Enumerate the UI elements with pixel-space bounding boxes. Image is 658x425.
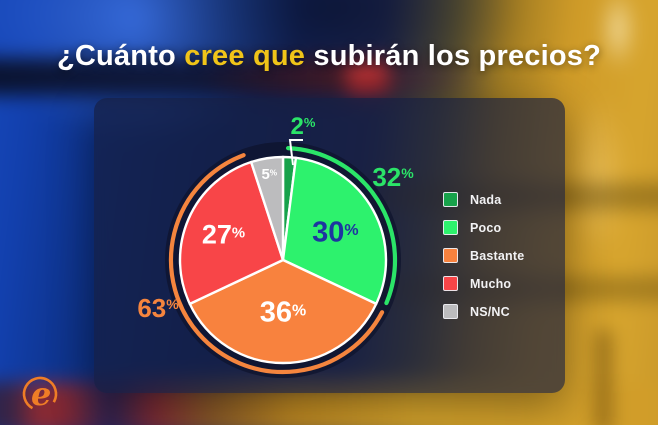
title-prefix: ¿Cuánto [56,40,185,72]
legend-swatch [443,248,458,263]
legend-swatch [443,304,458,319]
slice-value-label: 36% [260,297,306,329]
slice-value-label: 27% [202,220,245,250]
group-arc-label: 63% [137,293,179,323]
group-arc-label: 32% [372,162,414,192]
callout-line [288,139,303,166]
pie-slice-poco [281,156,388,306]
group-arc [285,146,398,306]
cart-handle-bar [0,58,658,96]
legend-swatch [443,276,458,291]
legend-swatch [443,220,458,235]
legend-label: Mucho [470,276,512,291]
legend-label: NS/NC [470,304,510,319]
legend-label: Nada [470,192,502,207]
pie-slice-mucho [178,160,285,306]
pie-slice-bastante [188,258,378,365]
background-pole [596,330,611,425]
legend-label: Poco [470,220,502,235]
logo-letter: e [31,375,51,413]
background-light-streak [567,93,630,260]
callout-value-label: 2% [291,113,316,140]
title-suffix: subirán los precios? [305,40,602,72]
pie-chart: 30% 36% 27% 5% 32% 63% 2% [137,113,414,378]
legend-item: Mucho [443,276,524,291]
slice-value-label: 5% [261,166,277,183]
legend-item: Bastante [443,248,524,263]
legend-swatch [443,192,458,207]
group-arc [168,153,385,375]
brand-logo: e [22,375,58,413]
title-highlight: cree que [184,40,306,72]
slice-value-label: 30% [312,216,358,248]
legend-label: Bastante [470,248,525,263]
page-title: ¿Cuánto cree que subirán los precios? [0,40,658,73]
legend-item: Poco [443,220,524,235]
pie-slice-nsnc [249,155,285,262]
chart-legend: Nada Poco Bastante Mucho NS/NC [443,192,524,319]
legend-item: Nada [443,192,524,207]
chart-panel: 30% 36% 27% 5% 32% 63% 2% Nada Poco Bastante Much… [94,98,565,393]
legend-item: NS/NC [443,304,524,319]
